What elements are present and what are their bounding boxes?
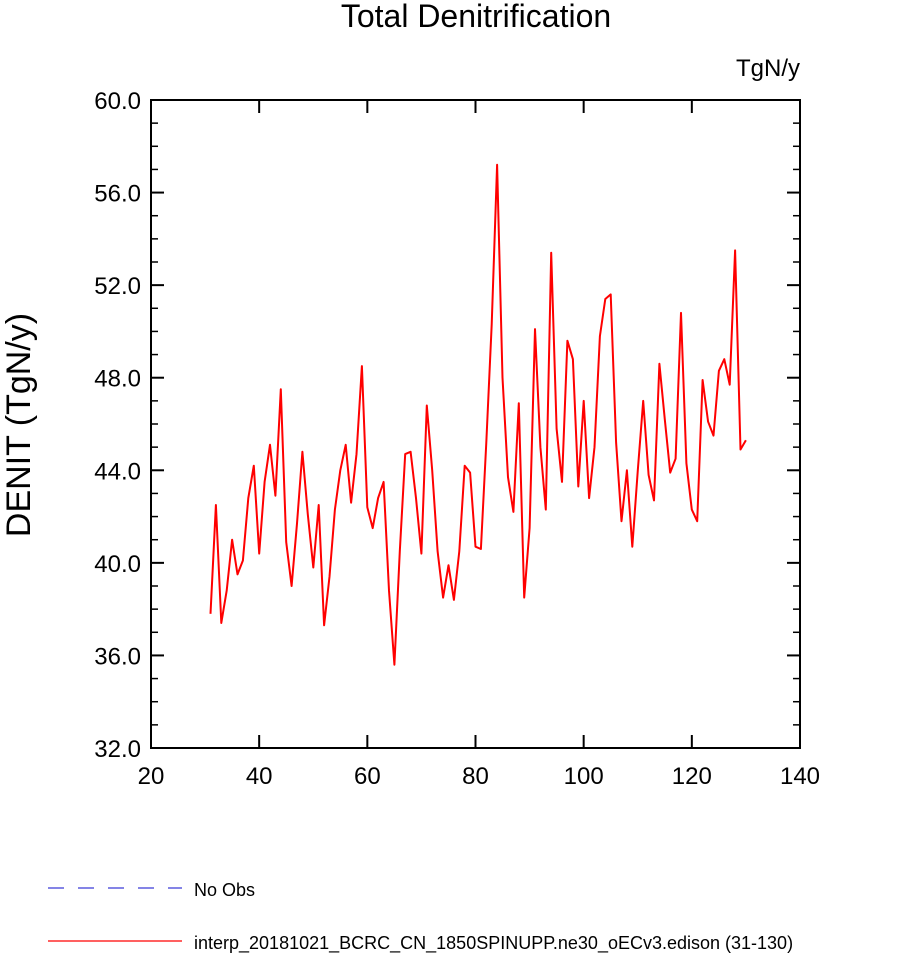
y-tick-labels: 32.0 36.0 40.0 44.0 48.0 52.0 56.0 60.0: [94, 88, 141, 763]
y-tick-label: 60.0: [94, 88, 141, 115]
units-label: TgN/y: [736, 55, 800, 82]
series-line-model-run: [209, 163, 747, 666]
legend: No Obs interp_20181021_BCRC_CN_1850SPINU…: [48, 880, 793, 954]
x-tick-label: 100: [564, 763, 604, 790]
x-tick-label: 40: [246, 763, 273, 790]
plot-frame: [150, 99, 801, 749]
axis-ticks: [150, 99, 801, 749]
y-tick-label: 40.0: [94, 551, 141, 578]
y-tick-label: 36.0: [94, 643, 141, 670]
x-tick-label: 20: [138, 763, 165, 790]
legend-label-model-run: interp_20181021_BCRC_CN_1850SPINUPP.ne30…: [194, 933, 793, 954]
x-tick-label: 60: [354, 763, 381, 790]
x-tick-label: 80: [462, 763, 489, 790]
y-axis-label: DENIT (TgN/y): [0, 313, 38, 537]
y-tick-label: 48.0: [94, 366, 141, 393]
legend-label-no-obs: No Obs: [194, 880, 255, 900]
chart-title: Total Denitrification: [341, 0, 611, 34]
x-tick-label: 120: [672, 763, 712, 790]
y-tick-label: 52.0: [94, 273, 141, 300]
x-tick-label: 140: [780, 763, 820, 790]
y-tick-label: 32.0: [94, 736, 141, 763]
y-tick-label: 44.0: [94, 458, 141, 485]
plot-area: 32.0 36.0 40.0 44.0 48.0 52.0 56.0 60.0 20 40 60 8…: [94, 88, 820, 790]
y-tick-label: 56.0: [94, 181, 141, 208]
x-tick-labels: 20 40 60 80 100 120 140: [138, 763, 820, 790]
